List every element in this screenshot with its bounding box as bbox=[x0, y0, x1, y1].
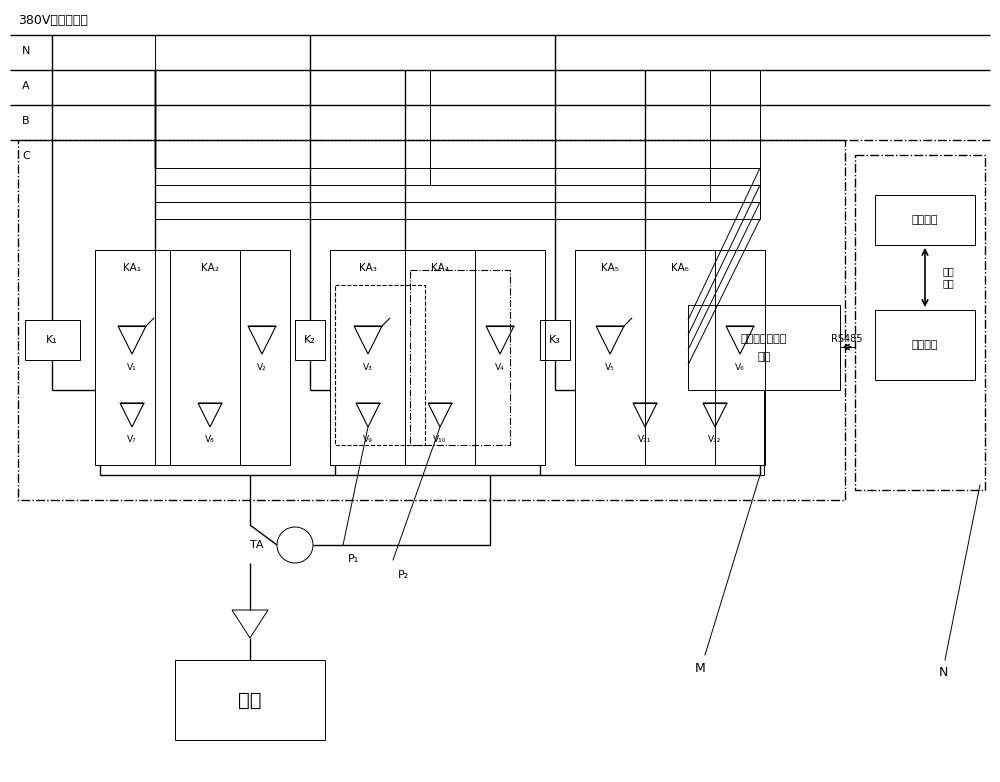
Text: V₆: V₆ bbox=[735, 364, 745, 372]
Text: V₁₀: V₁₀ bbox=[433, 436, 447, 444]
Bar bbox=[95, 250, 290, 465]
Text: KA₆: KA₆ bbox=[671, 263, 689, 273]
Text: 380V三相四线制: 380V三相四线制 bbox=[18, 14, 88, 27]
Text: V₇: V₇ bbox=[127, 436, 137, 444]
Text: KA₃: KA₃ bbox=[359, 263, 377, 273]
Text: V₃: V₃ bbox=[363, 364, 373, 372]
Text: N: N bbox=[938, 666, 948, 680]
Text: A: A bbox=[22, 81, 30, 91]
Text: TA: TA bbox=[250, 540, 263, 550]
Text: V₁₂: V₁₂ bbox=[708, 436, 722, 444]
Text: V₂: V₂ bbox=[257, 364, 267, 372]
Text: K₂: K₂ bbox=[304, 335, 316, 345]
Text: V₉: V₉ bbox=[363, 436, 373, 444]
Bar bbox=[575, 250, 765, 465]
Bar bbox=[855, 155, 985, 490]
Text: 选相开关控制器: 选相开关控制器 bbox=[741, 334, 787, 344]
Text: KA₄: KA₄ bbox=[431, 263, 449, 273]
Bar bbox=[295, 320, 325, 360]
Text: RS485: RS485 bbox=[831, 334, 863, 344]
Text: 载波模块: 载波模块 bbox=[912, 340, 938, 350]
Bar bbox=[175, 660, 325, 740]
Text: B: B bbox=[22, 116, 30, 126]
Text: K₃: K₃ bbox=[549, 335, 561, 345]
Bar bbox=[335, 285, 425, 445]
Text: V₁: V₁ bbox=[127, 364, 137, 372]
Text: N: N bbox=[22, 46, 30, 56]
Text: KA₁: KA₁ bbox=[123, 263, 141, 273]
Text: 控制模块: 控制模块 bbox=[912, 215, 938, 225]
Text: 用户: 用户 bbox=[238, 691, 262, 709]
Text: KA₅: KA₅ bbox=[601, 263, 619, 273]
Bar bbox=[410, 270, 510, 445]
Text: KA₂: KA₂ bbox=[201, 263, 219, 273]
Bar bbox=[875, 195, 975, 245]
Text: P₂: P₂ bbox=[398, 570, 409, 580]
Text: V₅: V₅ bbox=[605, 364, 615, 372]
Text: V₁₁: V₁₁ bbox=[638, 436, 652, 444]
Bar bbox=[18, 140, 845, 500]
Text: P₁: P₁ bbox=[348, 554, 359, 564]
Bar bbox=[540, 320, 570, 360]
Text: M: M bbox=[695, 662, 705, 675]
Text: V₄: V₄ bbox=[495, 364, 505, 372]
Bar bbox=[330, 250, 545, 465]
Bar bbox=[875, 310, 975, 380]
Text: C: C bbox=[22, 151, 30, 161]
Text: 单元: 单元 bbox=[757, 352, 771, 362]
Bar bbox=[688, 305, 840, 390]
Text: V₈: V₈ bbox=[205, 436, 215, 444]
Text: K₁: K₁ bbox=[46, 335, 58, 345]
Bar bbox=[25, 320, 80, 360]
Text: 载波
通讯: 载波 通讯 bbox=[943, 266, 955, 288]
